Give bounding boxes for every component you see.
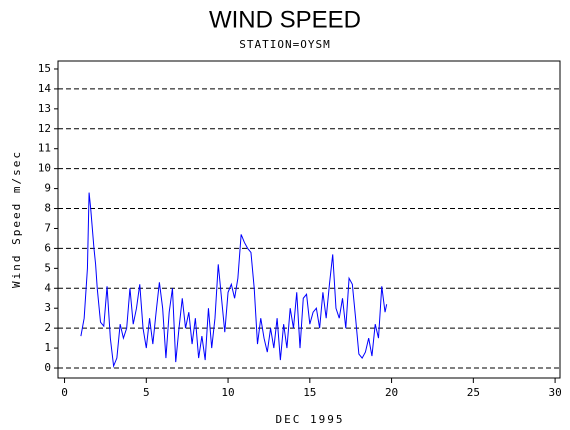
y-tick-label: 7 bbox=[44, 221, 51, 234]
y-tick-label: 3 bbox=[44, 301, 51, 314]
x-tick-label: 0 bbox=[61, 386, 68, 399]
x-tick-label: 25 bbox=[467, 386, 480, 399]
x-tick-label: 15 bbox=[303, 386, 316, 399]
y-tick-label: 2 bbox=[44, 321, 51, 334]
y-tick-label: 1 bbox=[44, 341, 51, 354]
y-tick-label: 14 bbox=[38, 82, 52, 95]
plot-frame bbox=[57, 60, 561, 379]
y-tick-label: 6 bbox=[44, 241, 51, 254]
x-tick-label: 5 bbox=[143, 386, 150, 399]
y-tick-label: 0 bbox=[44, 361, 51, 374]
y-tick-label: 4 bbox=[44, 281, 51, 294]
x-tick-label: 10 bbox=[221, 386, 234, 399]
y-tick-label: 5 bbox=[44, 261, 51, 274]
y-tick-label: 13 bbox=[38, 102, 51, 115]
y-tick-label: 15 bbox=[38, 62, 51, 75]
chart-subtitle: STATION=OYSM bbox=[239, 38, 330, 51]
x-axis-label: DEC 1995 bbox=[276, 413, 345, 426]
y-tick-label: 12 bbox=[38, 122, 51, 135]
chart-title: WIND SPEED bbox=[209, 6, 361, 33]
y-tick-label: 10 bbox=[38, 162, 51, 175]
data-line bbox=[80, 192, 388, 369]
x-tick-label: 20 bbox=[385, 386, 398, 399]
y-tick-label: 9 bbox=[44, 182, 51, 195]
y-tick-label: 8 bbox=[44, 202, 51, 215]
y-tick-label: 11 bbox=[38, 142, 51, 155]
y-axis-label: Wind Speed m/sec bbox=[10, 150, 23, 288]
x-tick-label: 30 bbox=[548, 386, 561, 399]
